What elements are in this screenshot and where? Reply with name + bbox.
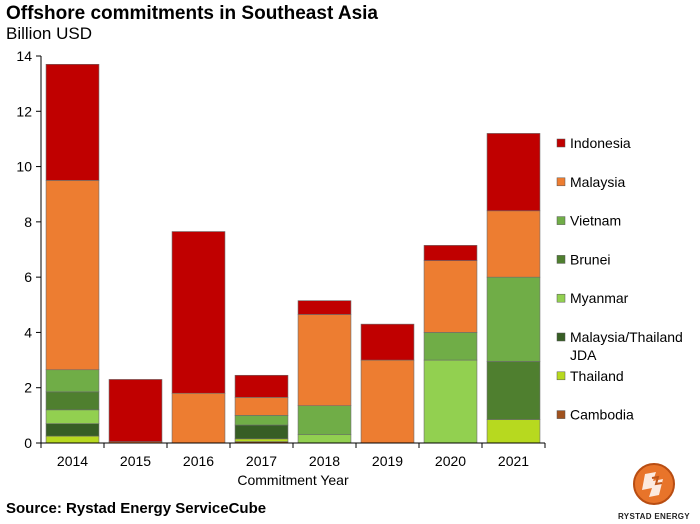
bar-segment: [45, 369, 100, 393]
chart-title: Offshore commitments in Southeast Asia: [6, 3, 378, 24]
y-tick-label: 12: [16, 103, 32, 119]
stacked-bar-chart: 0 2 4 6 8 10 12 14 2014 2015 2016 2017 2018 2019 2020 2…: [16, 48, 683, 488]
bar-segment: [297, 434, 352, 444]
y-tick-label: 8: [24, 214, 32, 230]
y-tick-label: 14: [16, 48, 32, 64]
bar-segment: [234, 415, 289, 426]
y-tick-label: 2: [24, 380, 32, 396]
legend-swatch: [556, 410, 566, 419]
rystad-logo-icon: [633, 463, 675, 505]
bar-segment: [486, 210, 541, 278]
bar-segment: [108, 379, 163, 442]
bar-segment: [423, 359, 478, 444]
legend-label: Vietnam: [570, 213, 621, 229]
x-tick-label: 2019: [372, 453, 403, 469]
bar-segment: [297, 300, 352, 315]
bar-segment: [423, 260, 478, 333]
chart-subtitle: Billion USD: [6, 24, 92, 43]
bar-segment: [45, 63, 100, 181]
bar-segment: [360, 359, 415, 444]
bar-segment: [486, 419, 541, 444]
legend-label: Myanmar: [570, 290, 629, 306]
bar-segment: [45, 180, 100, 371]
bar-segment: [297, 314, 352, 406]
x-tick-label: 2021: [498, 453, 529, 469]
bar-segment: [45, 391, 100, 411]
bar-segment: [45, 423, 100, 437]
legend-label: JDA: [570, 347, 597, 363]
bar-segment: [360, 323, 415, 361]
x-tick-label: 2014: [57, 453, 88, 469]
bar-segment: [234, 374, 289, 398]
bar-segment: [171, 231, 226, 394]
bar-segment: [486, 276, 541, 362]
legend-swatch: [556, 371, 566, 381]
x-tick-label: 2016: [183, 453, 214, 469]
legend-swatch: [556, 255, 566, 264]
legend-swatch: [556, 177, 566, 187]
logo-text: RYSTAD ENERGY: [618, 512, 690, 521]
x-axis-title: Commitment Year: [237, 472, 349, 488]
x-tick-label: 2018: [309, 453, 340, 469]
bar-segment: [423, 245, 478, 261]
legend-label: Cambodia: [570, 407, 634, 423]
bar-segment: [486, 361, 541, 420]
source-note: Source: Rystad Energy ServiceCube: [6, 500, 267, 517]
y-tick-label: 4: [24, 324, 32, 340]
bar-segment: [297, 405, 352, 436]
legend-swatch: [556, 138, 566, 148]
legend-swatch: [556, 293, 566, 303]
bar-segment: [234, 397, 289, 416]
rystad-logo: RYSTAD ENERGY: [618, 462, 690, 521]
bar-segment: [423, 332, 478, 361]
y-tick-label: 6: [24, 269, 32, 285]
legend-label: Malaysia/Thailand: [570, 329, 683, 345]
bar-segment: [486, 133, 541, 212]
x-tick-label: 2015: [120, 453, 151, 469]
legend-label: Indonesia: [570, 135, 631, 151]
legend-label: Brunei: [570, 251, 610, 267]
legend-swatch: [556, 216, 566, 225]
bar-segment: [171, 392, 226, 444]
legend-label: Malaysia: [570, 174, 625, 190]
y-tick-label: 10: [16, 159, 32, 175]
bar-segment: [234, 438, 289, 442]
bar-segment: [45, 409, 100, 424]
legend-swatch: [556, 332, 566, 342]
y-tick-label: 0: [24, 435, 32, 451]
legend-label: Thailand: [570, 368, 624, 384]
bar-segment: [234, 424, 289, 440]
x-tick-label: 2017: [246, 453, 277, 469]
x-tick-label: 2020: [435, 453, 466, 469]
bar-segment: [45, 435, 100, 444]
